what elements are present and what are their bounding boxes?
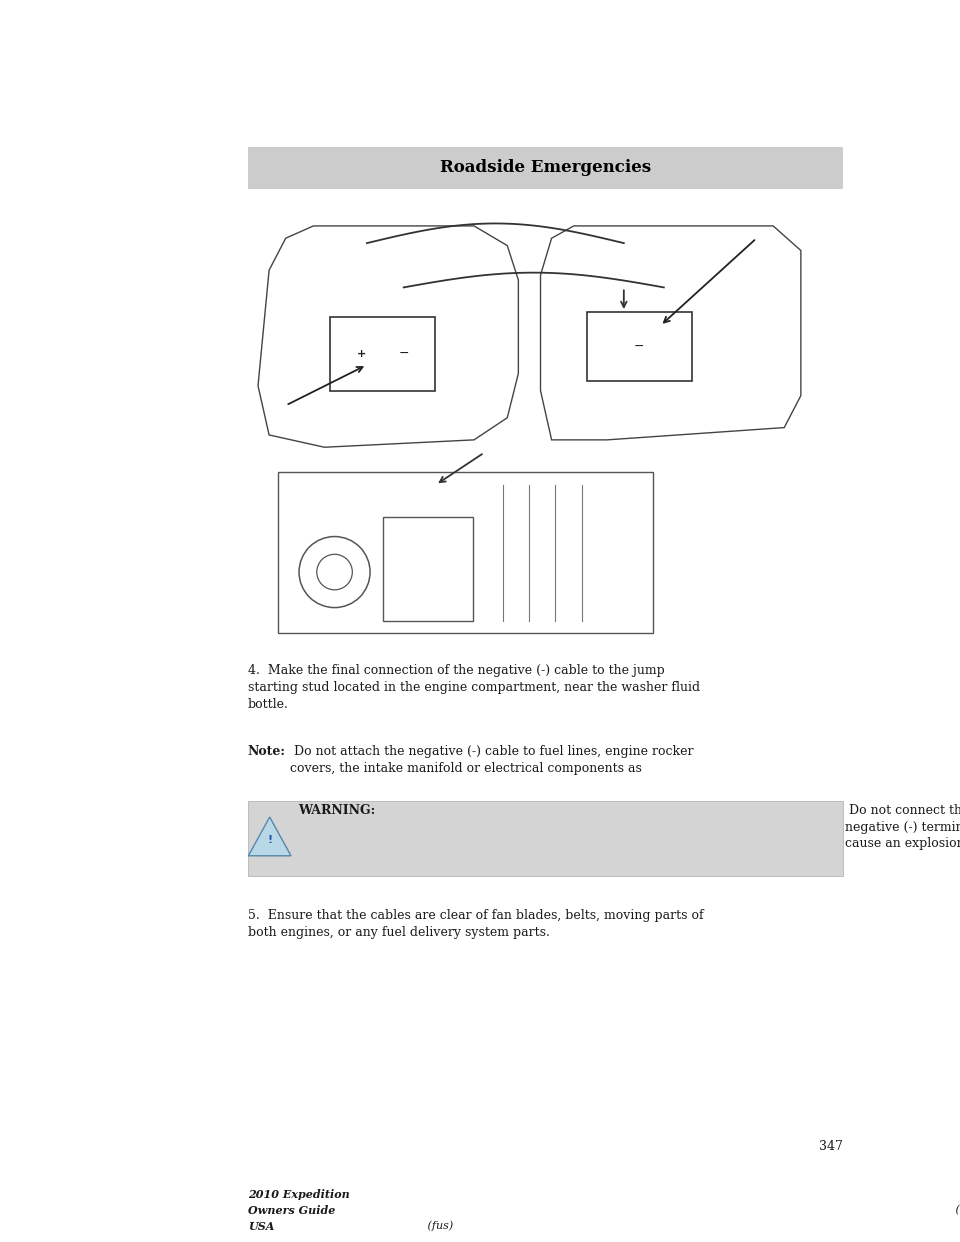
Text: (fus): (fus)	[423, 1221, 453, 1232]
Text: 4.  Make the final connection of the negative (-) cable to the jump
starting stu: 4. Make the final connection of the nega…	[248, 664, 700, 712]
Text: +: +	[357, 349, 366, 359]
Text: Do not connect the end of the second cable to the
negative (-) terminal of the b: Do not connect the end of the second cab…	[845, 804, 960, 850]
Polygon shape	[249, 817, 291, 856]
Text: Do not attach the negative (-) cable to fuel lines, engine rocker
covers, the in: Do not attach the negative (-) cable to …	[290, 745, 693, 775]
Text: −: −	[635, 340, 645, 353]
FancyBboxPatch shape	[383, 517, 473, 621]
FancyBboxPatch shape	[588, 312, 691, 381]
Text: !: !	[267, 836, 273, 846]
Text: 5.  Ensure that the cables are clear of fan blades, belts, moving parts of
both : 5. Ensure that the cables are clear of f…	[248, 909, 704, 939]
FancyBboxPatch shape	[278, 472, 653, 633]
FancyBboxPatch shape	[330, 317, 435, 391]
Text: WARNING:: WARNING:	[298, 804, 375, 817]
Text: 347: 347	[819, 1140, 843, 1153]
FancyBboxPatch shape	[248, 147, 843, 189]
Text: 2010 Expedition: 2010 Expedition	[248, 1189, 349, 1200]
FancyBboxPatch shape	[248, 801, 843, 876]
Text: Owners Guide: Owners Guide	[248, 1205, 335, 1216]
Text: −: −	[398, 348, 409, 360]
Text: Roadside Emergencies: Roadside Emergencies	[440, 159, 651, 176]
Text: Note:: Note:	[248, 745, 286, 758]
Text: (own2002),: (own2002),	[951, 1205, 960, 1215]
Text: USA: USA	[248, 1221, 274, 1232]
